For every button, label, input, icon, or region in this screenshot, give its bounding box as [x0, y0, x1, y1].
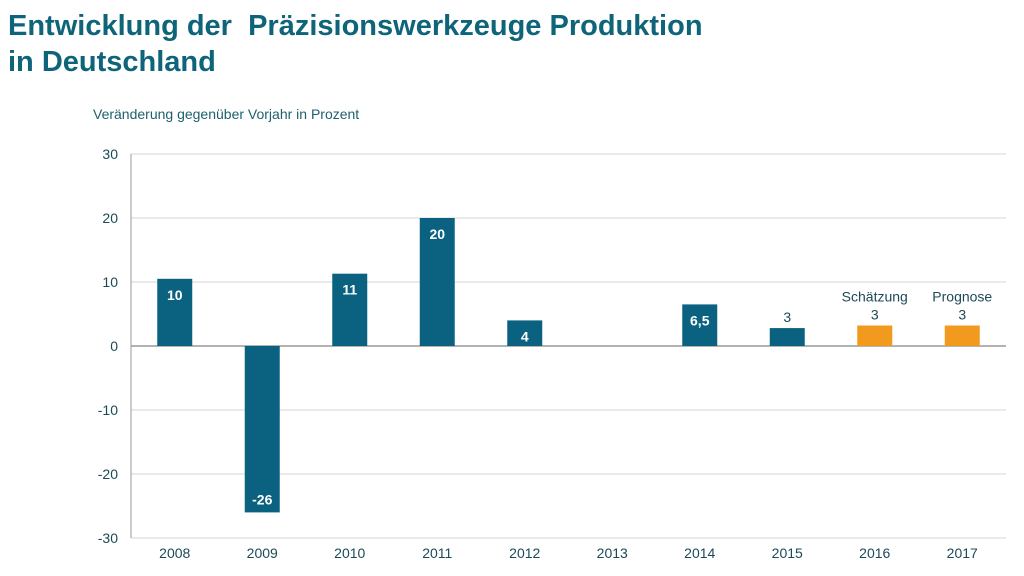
data-label: 20	[429, 226, 445, 242]
y-tick-label: -10	[98, 402, 118, 418]
x-tick-label: 2017	[947, 545, 978, 561]
bar	[332, 273, 368, 346]
y-tick-label: 10	[102, 274, 118, 290]
bar	[419, 218, 455, 346]
bar	[244, 346, 280, 513]
data-label: 10	[167, 287, 183, 303]
bar-annotation: Schätzung	[842, 289, 908, 305]
bar-annotation: Prognose	[932, 289, 992, 305]
x-tick-label: 2012	[509, 545, 540, 561]
x-tick-label: 2009	[247, 545, 278, 561]
y-tick-label: -30	[98, 530, 118, 546]
chart-title-line-2: in Deutschland	[8, 46, 216, 78]
x-tick-label: 2010	[334, 545, 365, 561]
x-tick-label: 2011	[422, 545, 452, 561]
data-label: 3	[871, 307, 879, 323]
bar	[944, 325, 980, 346]
x-tick-label: 2015	[772, 545, 803, 561]
data-label: 4	[521, 328, 529, 344]
x-tick-label: 2013	[597, 545, 628, 561]
chart-title-line-1: Entwicklung der Präzisionswerkzeuge Prod…	[8, 10, 703, 42]
y-tick-label: 0	[110, 338, 118, 354]
x-tick-label: 2014	[684, 545, 715, 561]
x-tick-label: 2016	[859, 545, 890, 561]
data-label: -26	[252, 491, 272, 507]
chart-title: Entwicklung der Präzisionswerkzeuge Prod…	[8, 8, 703, 80]
y-tick-label: 30	[102, 146, 118, 162]
bar	[857, 325, 893, 346]
bar	[769, 328, 805, 346]
bar	[507, 320, 543, 346]
data-label: 3	[783, 309, 791, 325]
data-label: 6,5	[690, 312, 710, 328]
bar	[157, 278, 193, 346]
y-axis-label: Veränderung gegenüber Vorjahr in Prozent	[93, 106, 360, 122]
y-tick-label: -20	[98, 466, 118, 482]
x-tick-label: 2008	[159, 545, 190, 561]
y-tick-label: 20	[102, 210, 118, 226]
data-label: 11	[342, 282, 357, 298]
bar	[682, 304, 718, 346]
data-label: 3	[958, 307, 966, 323]
